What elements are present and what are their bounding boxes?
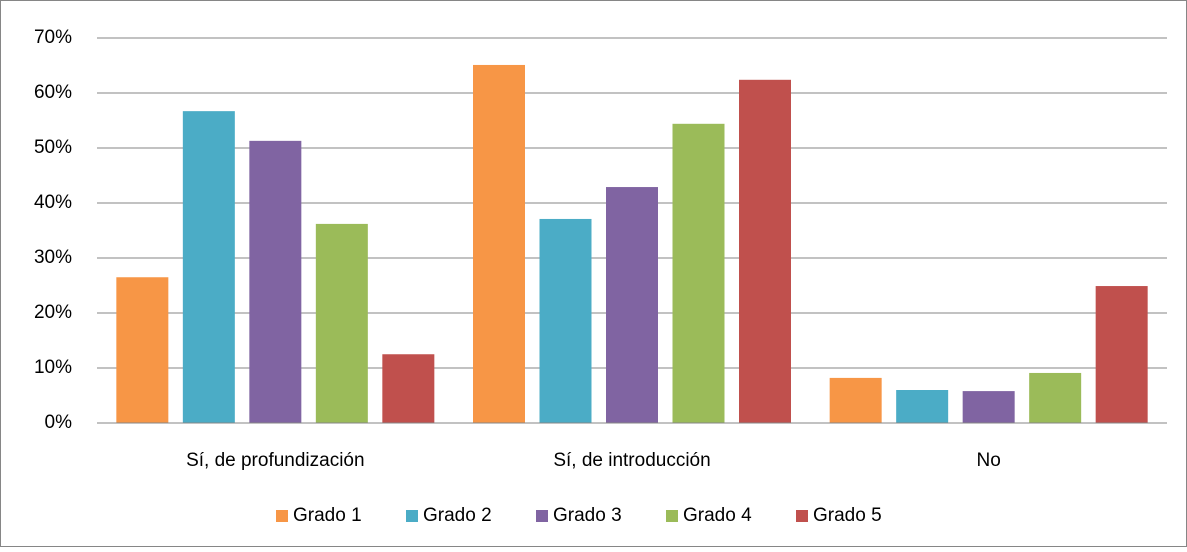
y-tick-label: 0% — [45, 412, 73, 433]
y-tick-label: 60% — [34, 82, 72, 103]
legend-swatch — [536, 510, 548, 522]
bar — [962, 391, 1015, 423]
legend-label: Grado 4 — [683, 505, 752, 526]
bar — [896, 390, 949, 423]
y-tick-label: 50% — [34, 137, 72, 158]
y-tick-label: 20% — [34, 302, 72, 323]
bar — [1029, 372, 1082, 423]
legend-label: Grado 1 — [293, 505, 362, 526]
bar — [606, 187, 658, 423]
y-tick-label: 10% — [34, 357, 72, 378]
bar — [182, 111, 235, 424]
legend-label: Grado 2 — [423, 505, 492, 526]
bar — [539, 218, 592, 423]
bar — [473, 64, 525, 423]
bar — [829, 377, 882, 423]
bar — [315, 223, 368, 423]
legend-swatch — [276, 510, 288, 522]
x-tick-label: No — [977, 450, 1001, 471]
legend-swatch — [666, 510, 678, 522]
y-tick-label: 30% — [34, 247, 72, 268]
legend-swatch — [406, 510, 418, 522]
x-tick-label: Sí, de introducción — [553, 450, 710, 471]
bar — [382, 354, 435, 423]
bar — [672, 123, 725, 424]
legend-label: Grado 3 — [553, 505, 622, 526]
y-tick-label: 70% — [34, 27, 72, 48]
bar — [1095, 286, 1148, 423]
legend-swatch — [796, 510, 808, 522]
bar — [249, 140, 302, 423]
bar — [739, 79, 791, 424]
bar — [116, 277, 169, 423]
x-tick-label: Sí, de profundización — [186, 450, 365, 471]
legend-label: Grado 5 — [813, 505, 882, 526]
y-tick-label: 40% — [34, 192, 72, 213]
